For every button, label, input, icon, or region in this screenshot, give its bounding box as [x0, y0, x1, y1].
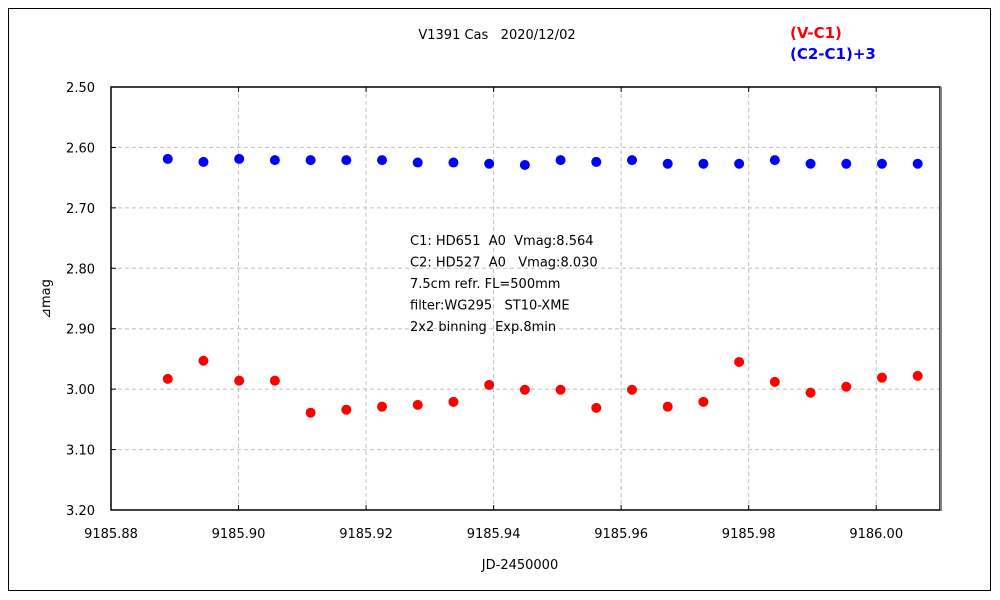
y-tick-label: 2.60 — [66, 141, 95, 156]
point-c2-c1 — [377, 155, 388, 166]
point-c2-c1 — [662, 158, 673, 169]
point-v-c1 — [377, 401, 388, 412]
y-tick-label: 3.10 — [66, 444, 95, 459]
data-points — [162, 153, 923, 418]
axis-ticks: 9185.88 9185.90 9185.92 9185.94 9185.96 9185.… — [66, 81, 903, 542]
point-c2-c1 — [769, 155, 780, 166]
point-c2-c1 — [876, 158, 887, 169]
point-v-c1 — [234, 375, 245, 386]
chart-title: V1391 Cas 2020/12/02 — [418, 28, 575, 43]
point-v-c1 — [305, 407, 316, 418]
point-v-c1 — [448, 396, 459, 407]
y-tick-label: 2.50 — [66, 81, 95, 96]
annotation-line: 2x2 binning Exp.8min — [410, 320, 556, 335]
point-v-c1 — [341, 404, 352, 415]
point-c2-c1 — [734, 158, 745, 169]
point-c2-c1 — [841, 158, 852, 169]
point-v-c1 — [162, 373, 173, 384]
x-tick-label: 9185.94 — [467, 527, 521, 542]
annotation-line: C1: HD651 A0 Vmag:8.564 — [410, 234, 594, 249]
point-c2-c1 — [805, 158, 816, 169]
point-c2-c1 — [341, 155, 352, 166]
legend-c2-c1: (C2-C1)+3 — [790, 45, 876, 63]
point-v-c1 — [912, 370, 923, 381]
point-v-c1 — [519, 384, 530, 395]
y-tick-label: 3.00 — [66, 383, 95, 398]
point-v-c1 — [805, 387, 816, 398]
point-c2-c1 — [698, 158, 709, 169]
point-v-c1 — [198, 355, 209, 366]
point-v-c1 — [412, 399, 423, 410]
annotation: C1: HD651 A0 Vmag:8.564 C2: HD527 A0 Vmag… — [410, 234, 598, 335]
point-v-c1 — [484, 379, 495, 390]
point-c2-c1 — [305, 155, 316, 166]
x-tick-label: 9185.88 — [84, 527, 138, 542]
point-c2-c1 — [519, 159, 530, 170]
point-c2-c1 — [269, 155, 280, 166]
point-c2-c1 — [555, 155, 566, 166]
point-c2-c1 — [448, 157, 459, 168]
y-tick-label: 2.80 — [66, 262, 95, 277]
annotation-line: C2: HD527 A0 Vmag:8.030 — [410, 256, 598, 271]
point-v-c1 — [769, 376, 780, 387]
point-v-c1 — [876, 372, 887, 383]
y-tick-label: 2.90 — [66, 323, 95, 338]
annotation-line: filter:WG295 ST10-XME — [410, 299, 570, 314]
legend-v-c1: (V-C1) — [790, 24, 842, 42]
point-v-c1 — [734, 356, 745, 367]
point-v-c1 — [269, 375, 280, 386]
point-c2-c1 — [912, 158, 923, 169]
point-v-c1 — [626, 384, 637, 395]
point-v-c1 — [591, 402, 602, 413]
point-c2-c1 — [198, 156, 209, 167]
point-v-c1 — [555, 384, 566, 395]
point-v-c1 — [662, 401, 673, 412]
point-c2-c1 — [591, 156, 602, 167]
point-c2-c1 — [234, 153, 245, 164]
point-c2-c1 — [162, 153, 173, 164]
point-v-c1 — [698, 396, 709, 407]
point-c2-c1 — [626, 155, 637, 166]
x-tick-label: 9185.90 — [212, 527, 266, 542]
x-tick-label: 9186.00 — [849, 527, 903, 542]
x-tick-label: 9185.98 — [722, 527, 776, 542]
y-tick-label: 2.70 — [66, 202, 95, 217]
point-c2-c1 — [412, 157, 423, 168]
y-tick-label: 3.20 — [66, 504, 95, 519]
x-tick-label: 9185.92 — [339, 527, 393, 542]
point-c2-c1 — [484, 158, 495, 169]
x-tick-label: 9185.96 — [594, 527, 648, 542]
point-v-c1 — [841, 381, 852, 392]
x-axis-label: JD-2450000 — [481, 558, 558, 573]
annotation-line: 7.5cm refr. FL=500mm — [410, 277, 560, 292]
chart-frame — [8, 8, 991, 591]
y-axis-label: ⊿mag — [39, 279, 54, 319]
